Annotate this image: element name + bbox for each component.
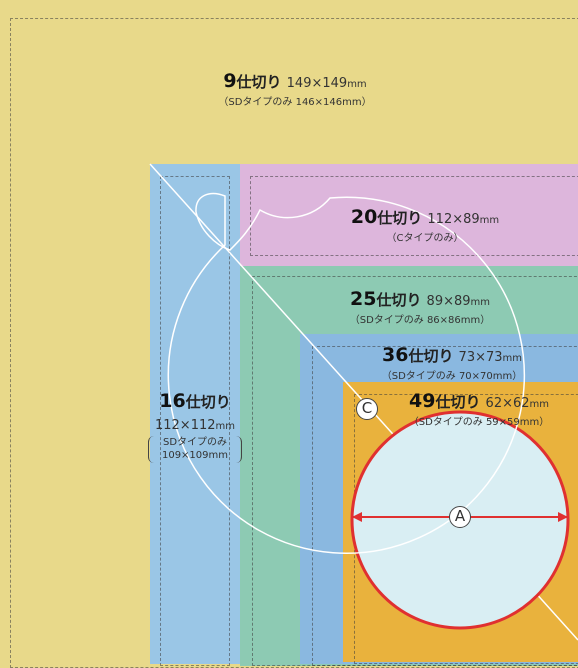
label-49-note: （SDタイプのみ 59×59mm） bbox=[408, 417, 550, 428]
label-36-count: 36 bbox=[381, 344, 409, 366]
label-20-size: 112×89 bbox=[427, 212, 480, 227]
arrow-left-head bbox=[352, 512, 362, 522]
label-9-size: 149×149 bbox=[286, 76, 348, 91]
label-9-title: 仕切り bbox=[236, 73, 282, 91]
label-36-unit: mm bbox=[502, 353, 523, 364]
label-16-size: 112×112 bbox=[154, 417, 216, 433]
label-49-unit: mm bbox=[529, 399, 550, 410]
label-25-size: 89×89 bbox=[426, 294, 471, 309]
label-25-unit: mm bbox=[470, 297, 491, 308]
label-49-count: 49 bbox=[408, 390, 436, 412]
label-49-title: 仕切り bbox=[435, 393, 481, 411]
label-49: 49仕切り 62×62mm （SDタイプのみ 59×59mm） bbox=[384, 390, 574, 428]
label-25: 25仕切り 89×89mm （SDタイプのみ 86×86mm） bbox=[330, 288, 510, 326]
label-25-count: 25 bbox=[349, 288, 377, 310]
panel-20-dashed-guide bbox=[250, 176, 578, 256]
label-16-title: 仕切り bbox=[185, 393, 231, 411]
label-36-note: （SDタイプのみ 70×70mm） bbox=[381, 371, 523, 382]
arrow-right-head bbox=[558, 512, 568, 522]
label-20: 20仕切り 112×89mm （Cタイプのみ） bbox=[330, 206, 520, 244]
cd-outline-c bbox=[167, 192, 526, 554]
label-9: 9仕切り 149×149mm （SDタイプのみ 146×146mm） bbox=[190, 70, 400, 108]
marker-a: A bbox=[449, 506, 471, 528]
label-16-note2: 109×109mm bbox=[161, 449, 229, 461]
label-9-count: 9 bbox=[223, 70, 237, 92]
label-36: 36仕切り 73×73mm （SDタイプのみ 70×70mm） bbox=[362, 344, 542, 382]
label-20-title: 仕切り bbox=[377, 209, 423, 227]
label-16-unit: mm bbox=[215, 420, 235, 432]
label-9-note: （SDタイプのみ 146×146mm） bbox=[218, 97, 372, 108]
label-49-size: 62×62 bbox=[485, 396, 530, 411]
label-25-title: 仕切り bbox=[376, 291, 422, 309]
label-25-note: （SDタイプのみ 86×86mm） bbox=[349, 315, 491, 326]
marker-c: C bbox=[356, 398, 378, 420]
label-16: 16仕切り 112×112mm SDタイプのみ 109×109mm bbox=[140, 390, 250, 463]
label-9-unit: mm bbox=[347, 79, 367, 90]
label-36-size: 73×73 bbox=[458, 350, 503, 365]
label-20-count: 20 bbox=[350, 206, 378, 228]
panel-20 bbox=[240, 164, 578, 266]
label-20-note: （Cタイプのみ） bbox=[386, 233, 464, 244]
label-16-count: 16 bbox=[159, 390, 186, 412]
label-20-unit: mm bbox=[479, 215, 500, 226]
label-16-note1: SDタイプのみ bbox=[162, 437, 228, 448]
label-36-title: 仕切り bbox=[408, 347, 454, 365]
